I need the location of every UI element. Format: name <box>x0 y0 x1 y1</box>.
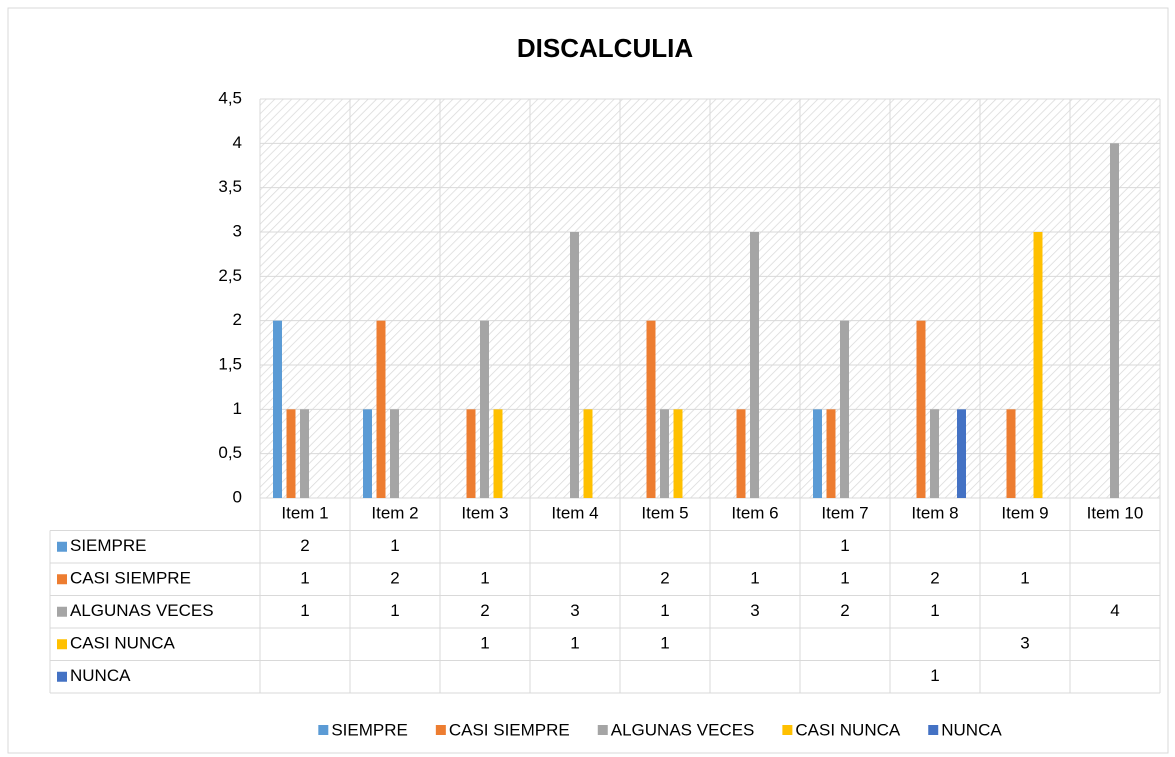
y-tick-label: 4,5 <box>218 88 242 107</box>
legend-label: CASI NUNCA <box>795 720 901 739</box>
x-tick-label: Item 9 <box>1001 504 1048 523</box>
bar <box>660 409 669 498</box>
chart-border <box>7 7 1169 754</box>
table-cell: 2 <box>480 601 489 620</box>
table-cell: 3 <box>570 601 579 620</box>
legend-label: ALGUNAS VECES <box>611 720 755 739</box>
table-legend-key <box>57 574 67 585</box>
bar <box>390 409 399 498</box>
bar <box>583 409 593 498</box>
bar <box>286 409 296 498</box>
bar <box>646 320 656 498</box>
y-tick-label: 2,5 <box>218 266 242 285</box>
x-tick-label: Item 1 <box>281 504 328 523</box>
table-legend-key <box>57 671 67 682</box>
y-tick-label: 0,5 <box>218 443 242 462</box>
table-cell: 3 <box>1020 634 1029 653</box>
table-cell: 1 <box>300 601 309 620</box>
legend-key <box>928 725 939 735</box>
table-row-label: CASI SIEMPRE <box>70 569 191 588</box>
legend-key <box>782 725 793 735</box>
table-cell: 2 <box>660 569 669 588</box>
bar <box>750 232 759 498</box>
table-legend-key <box>57 639 67 650</box>
table-cell: 2 <box>840 601 849 620</box>
x-tick-label: Item 7 <box>821 504 868 523</box>
x-tick-label: Item 4 <box>551 504 598 523</box>
table-cell: 1 <box>840 536 849 555</box>
bar <box>673 409 683 498</box>
table-row-label: ALGUNAS VECES <box>70 601 214 620</box>
table-cell: 4 <box>1110 601 1119 620</box>
y-tick-label: 3 <box>233 221 242 240</box>
table-cell: 1 <box>570 634 579 653</box>
bar <box>480 320 489 498</box>
bar <box>1006 409 1016 498</box>
bar <box>570 232 579 498</box>
table-cell: 1 <box>480 569 489 588</box>
bar <box>363 409 372 498</box>
table-legend-key <box>57 541 67 552</box>
x-tick-label: Item 2 <box>371 504 418 523</box>
bar <box>826 409 836 498</box>
table-cell: 1 <box>930 601 939 620</box>
table-cell: 3 <box>750 601 759 620</box>
bar <box>813 409 822 498</box>
table-cell: 2 <box>390 569 399 588</box>
chart-title: DISCALCULIA <box>517 33 693 63</box>
bar <box>957 409 966 498</box>
y-tick-label: 3,5 <box>218 177 242 196</box>
y-tick-label: 0 <box>233 487 242 506</box>
table-cell: 1 <box>390 536 399 555</box>
table-cell: 1 <box>1020 569 1029 588</box>
table-cell: 1 <box>660 601 669 620</box>
legend-key <box>318 725 329 735</box>
table-cell: 1 <box>660 634 669 653</box>
table-cell: 1 <box>750 569 759 588</box>
table-cell: 1 <box>480 634 489 653</box>
table-cell: 1 <box>300 569 309 588</box>
bar <box>916 320 926 498</box>
table-row-label: CASI NUNCA <box>70 634 176 653</box>
bar <box>300 409 309 498</box>
x-tick-label: Item 10 <box>1087 504 1144 523</box>
bar <box>1110 143 1119 499</box>
x-tick-label: Item 3 <box>461 504 508 523</box>
table-cell: 2 <box>930 569 939 588</box>
bar <box>466 409 476 498</box>
bar <box>930 409 939 498</box>
bar <box>1033 232 1043 498</box>
y-tick-label: 4 <box>233 133 242 152</box>
y-tick-label: 2 <box>233 310 242 329</box>
legend-label: NUNCA <box>941 720 1002 739</box>
bar <box>840 320 849 498</box>
x-tick-label: Item 8 <box>911 504 958 523</box>
legend-label: SIEMPRE <box>331 720 408 739</box>
table-row-label: NUNCA <box>70 666 131 685</box>
table-cell: 2 <box>300 536 309 555</box>
table-cell: 1 <box>930 666 939 685</box>
bar <box>273 320 282 498</box>
bar <box>493 409 503 498</box>
legend-label: CASI SIEMPRE <box>449 720 570 739</box>
y-tick-label: 1 <box>233 399 242 418</box>
bar <box>376 320 386 498</box>
table-cell: 1 <box>390 601 399 620</box>
table-row-label: SIEMPRE <box>70 536 147 555</box>
x-tick-label: Item 6 <box>731 504 778 523</box>
table-legend-key <box>57 606 67 617</box>
legend-key <box>435 725 446 735</box>
x-tick-label: Item 5 <box>641 504 688 523</box>
bar <box>736 409 746 498</box>
y-tick-label: 1,5 <box>218 354 242 373</box>
legend-key <box>597 725 608 735</box>
table-cell: 1 <box>840 569 849 588</box>
